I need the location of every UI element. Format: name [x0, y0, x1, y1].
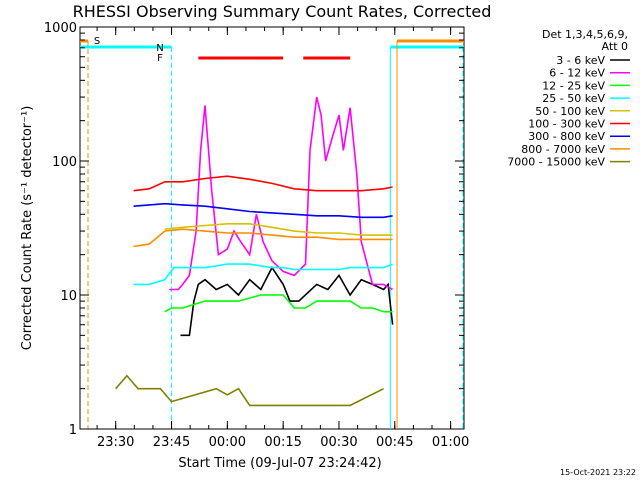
y-tick-label: 10 — [60, 289, 77, 304]
legend-label-2: 6 - 12 keV — [549, 67, 605, 80]
y-tick-label: 100 — [52, 155, 77, 170]
y-tick-label: 1 — [69, 423, 77, 438]
axis-layer: 23:30 23:45 00:00 00:15 00:30 00:45 01:00 1 10 10… — [44, 21, 469, 450]
legend-header: Att 0 — [602, 40, 628, 53]
annotation-s: S — [94, 36, 100, 47]
x-tick-label: 23:30 — [97, 435, 134, 450]
legend-label-4: 25 - 50 keV — [542, 92, 605, 105]
legend-label-7: 300 - 800 keV — [528, 130, 605, 143]
x-axis-label: Start Time (09-Jul-07 23:24:42) — [178, 456, 381, 471]
series-line-1 — [180, 266, 394, 337]
series-line-7 — [133, 202, 393, 219]
legend-label-9: 7000 - 15000 keV — [507, 156, 605, 169]
x-tick-label: 01:00 — [432, 435, 469, 450]
x-tick-label: 23:45 — [153, 435, 190, 450]
y-tick-label: 1000 — [44, 21, 77, 36]
series-line-3 — [164, 294, 393, 313]
series-layer — [115, 96, 394, 407]
y-axis-label: Corrected Count Rate (s⁻¹ detector⁻¹) — [20, 106, 35, 351]
series-line-9 — [115, 374, 384, 407]
series-line-8 — [133, 228, 393, 248]
series-line-4 — [133, 263, 393, 286]
series-line-5 — [164, 223, 393, 236]
render-timestamp: 15-Oct-2021 23:22 — [560, 468, 636, 477]
chart-title: RHESSI Observing Summary Count Rates, Co… — [73, 2, 492, 21]
plot-frame — [79, 26, 465, 430]
x-tick-label: 00:45 — [376, 435, 413, 450]
annotation-f: F — [157, 53, 163, 64]
series-line-2 — [169, 96, 393, 291]
series-line-6 — [133, 175, 393, 192]
annotation-layer: S NF — [80, 36, 464, 429]
annotation-n: N — [156, 43, 163, 54]
x-tick-label: 00:15 — [264, 435, 301, 450]
legend-label-1: 3 - 6 keV — [556, 54, 605, 67]
legend-label-3: 12 - 25 keV — [542, 79, 605, 92]
x-tick-label: 00:30 — [320, 435, 357, 450]
x-tick-label: 00:00 — [209, 435, 246, 450]
legend-label-5: 50 - 100 keV — [535, 105, 605, 118]
legend-label-6: 100 - 300 keV — [528, 118, 605, 131]
legend-label-8: 800 - 7000 keV — [521, 143, 605, 156]
legend-header: Det 1,3,4,5,6,9, — [542, 28, 628, 41]
